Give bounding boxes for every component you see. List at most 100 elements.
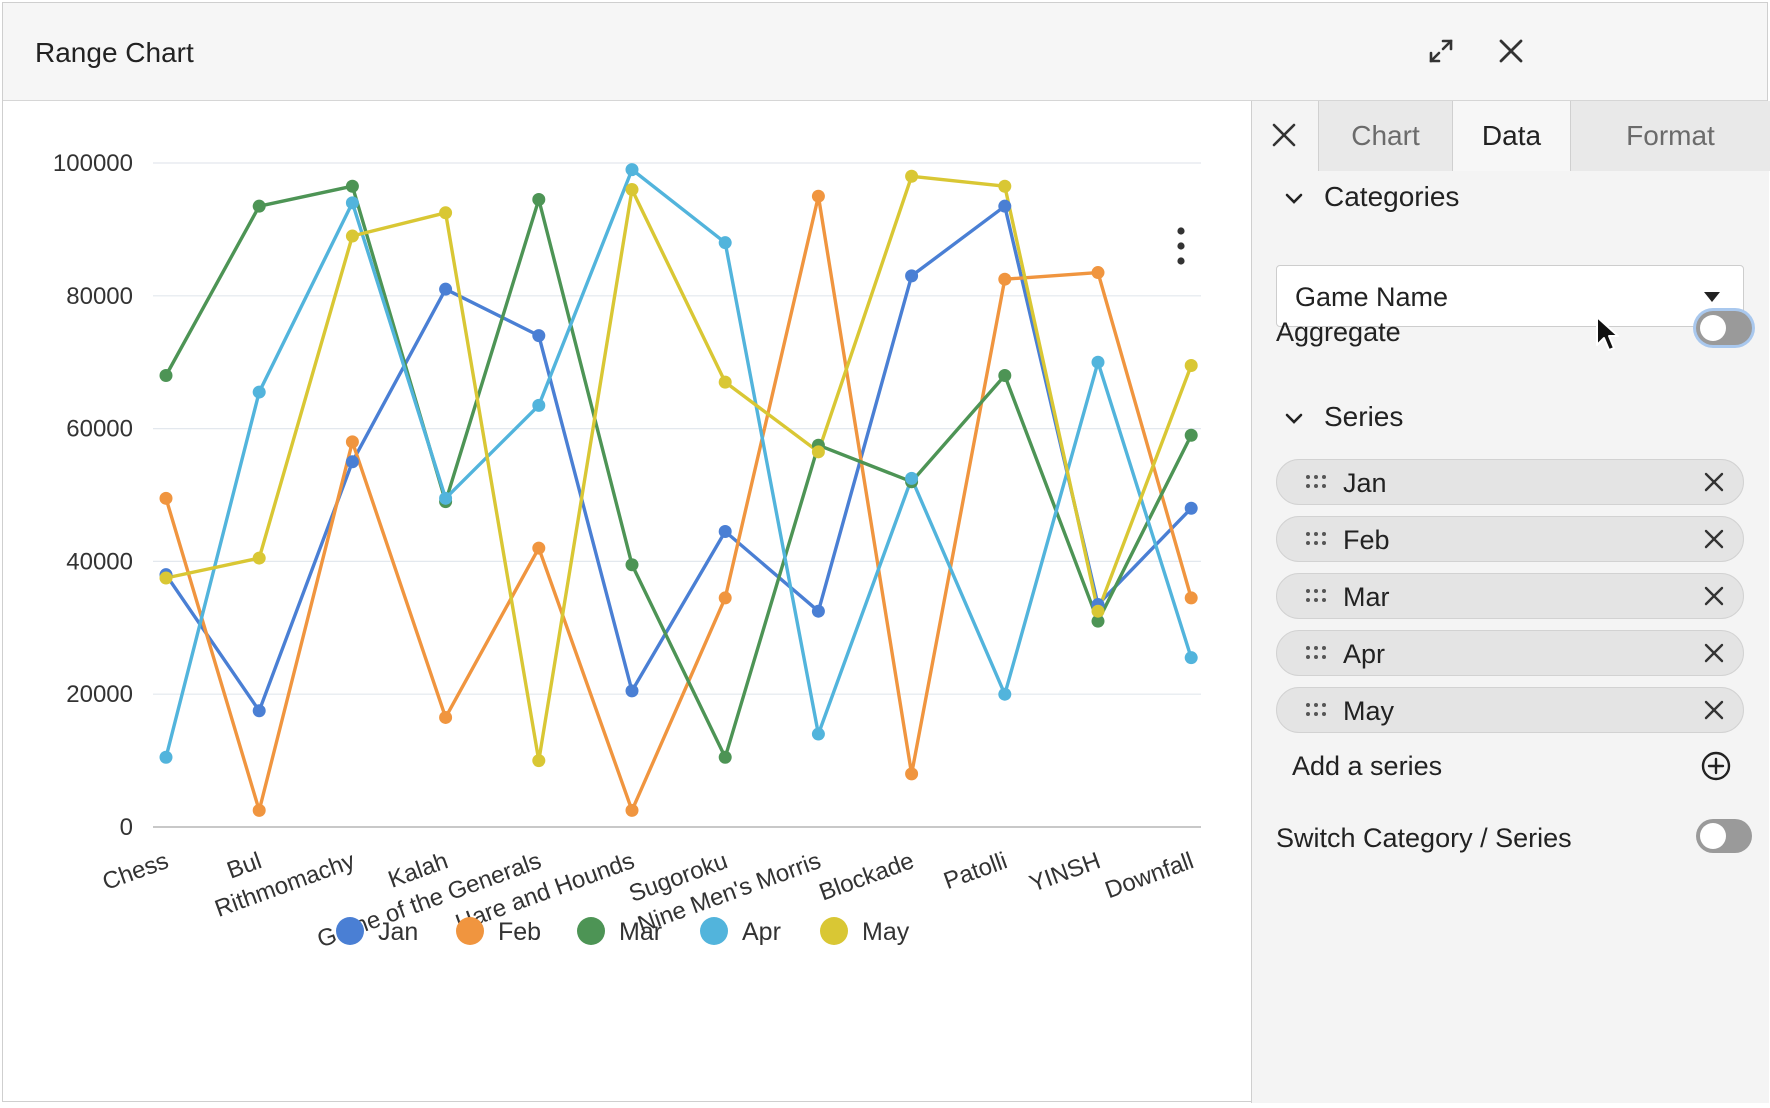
remove-series-icon[interactable] [1703,471,1725,493]
categories-select-value: Game Name [1295,282,1449,312]
data-point [998,199,1012,213]
y-tick-label: 80000 [66,283,133,310]
series-item[interactable]: Jan [1276,459,1744,505]
data-point [252,385,266,399]
data-point [905,169,919,183]
series-line [165,174,1193,763]
data-point [625,163,639,177]
x-tick-label: Downfall [1102,847,1198,904]
add-circle-icon[interactable] [1700,750,1732,782]
drag-handle-icon[interactable] [1305,588,1327,604]
window-title: Range Chart [35,37,194,68]
data-point [1184,591,1198,605]
maximize-button[interactable] [1421,31,1461,71]
y-tick-label: 60000 [66,416,133,443]
series-item-label: Feb [1343,525,1390,555]
tab-data[interactable]: Data [1452,101,1570,171]
series-header-label: Series [1324,401,1404,432]
chart-menu-button[interactable] [1169,225,1193,269]
close-window-button[interactable] [1491,31,1531,71]
categories-header-label: Categories [1324,181,1460,212]
data-point [159,491,173,505]
drag-handle-icon[interactable] [1305,702,1327,718]
data-point [345,435,359,449]
data-point [811,445,825,459]
series-line [164,194,1193,813]
data-point [532,398,546,412]
close-panel-button[interactable] [1252,101,1318,171]
legend-marker [820,917,848,945]
data-point [625,558,639,572]
data-point [811,727,825,741]
more-vertical-icon [1177,227,1185,265]
x-tick-label: Bul [223,847,265,884]
data-point [811,189,825,203]
data-point [1184,359,1198,373]
data-point [532,193,546,207]
data-point [252,704,266,718]
data-point [252,803,266,817]
series-item-label: Apr [1343,639,1386,669]
panel-tabs: Chart Data Format [1252,101,1770,171]
series-line [164,184,1193,759]
toggle-knob [1700,315,1726,341]
data-point [345,196,359,210]
remove-series-icon[interactable] [1703,528,1725,550]
data-point [811,604,825,618]
data-point [998,687,1012,701]
series-item-label: Jan [1343,468,1387,498]
categories-section-header[interactable]: Categories [1282,181,1459,213]
data-point [252,551,266,565]
data-point [625,183,639,197]
aggregate-label: Aggregate [1276,317,1401,347]
tab-chart[interactable]: Chart [1318,101,1452,171]
data-point [1184,428,1198,442]
mouse-cursor-icon [1596,316,1619,351]
x-tick-label: Chess [99,847,172,896]
data-point [718,236,732,250]
data-point [439,491,453,505]
tab-format[interactable]: Format [1570,101,1770,171]
drag-handle-icon[interactable] [1305,531,1327,547]
drag-handle-icon[interactable] [1305,645,1327,661]
categories-select[interactable]: Game Name [1276,265,1744,327]
legend-marker [336,917,364,945]
data-point [905,471,919,485]
data-point [998,179,1012,193]
series-item[interactable]: Mar [1276,573,1744,619]
expand-icon [1429,39,1453,63]
x-tick-label: Patolli [940,847,1011,895]
data-point [718,591,732,605]
legend-label: Feb [498,918,541,946]
data-point [532,541,546,555]
legend-label: Apr [742,918,781,946]
data-point [1091,355,1105,369]
close-icon [1499,39,1523,63]
remove-series-icon[interactable] [1703,585,1725,607]
aggregate-toggle[interactable] [1696,311,1752,345]
data-point [625,684,639,698]
drag-handle-icon[interactable] [1305,474,1327,490]
data-point [439,710,453,724]
y-tick-label: 40000 [66,548,133,575]
data-point [905,269,919,283]
legend-label: May [862,918,910,946]
data-point [345,229,359,243]
series-item[interactable]: Apr [1276,630,1744,676]
remove-series-icon[interactable] [1703,642,1725,664]
legend-label: Jan [378,918,418,946]
data-point [718,525,732,539]
data-point [1184,501,1198,515]
series-line [164,167,1193,758]
switch-category-series-toggle[interactable] [1696,819,1752,853]
series-item[interactable]: May [1276,687,1744,733]
series-item-label: May [1343,696,1395,726]
data-point [532,329,546,343]
chart-settings-panel: Chart Data Format Categories Game Name A… [1251,101,1770,1103]
series-item[interactable]: Feb [1276,516,1744,562]
caret-down-icon [1704,292,1720,302]
series-section-header[interactable]: Series [1282,401,1403,433]
add-series-label[interactable]: Add a series [1292,751,1443,781]
remove-series-icon[interactable] [1703,699,1725,721]
